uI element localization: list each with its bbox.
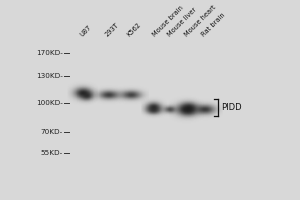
Text: 70KD-: 70KD- [41,129,63,135]
Text: Mouse brain: Mouse brain [152,5,185,38]
Text: K562: K562 [126,22,142,38]
Text: U87: U87 [79,24,92,38]
Text: 170KD-: 170KD- [36,50,63,56]
Text: 130KD-: 130KD- [36,73,63,79]
Text: PIDD: PIDD [221,103,242,112]
Text: Rat brain: Rat brain [201,12,226,38]
Text: Mouse liver: Mouse liver [167,7,198,38]
Text: Mouse heart: Mouse heart [183,4,217,38]
Text: 293T: 293T [104,22,120,38]
Text: 100KD-: 100KD- [36,100,63,106]
Text: 55KD-: 55KD- [41,150,63,156]
